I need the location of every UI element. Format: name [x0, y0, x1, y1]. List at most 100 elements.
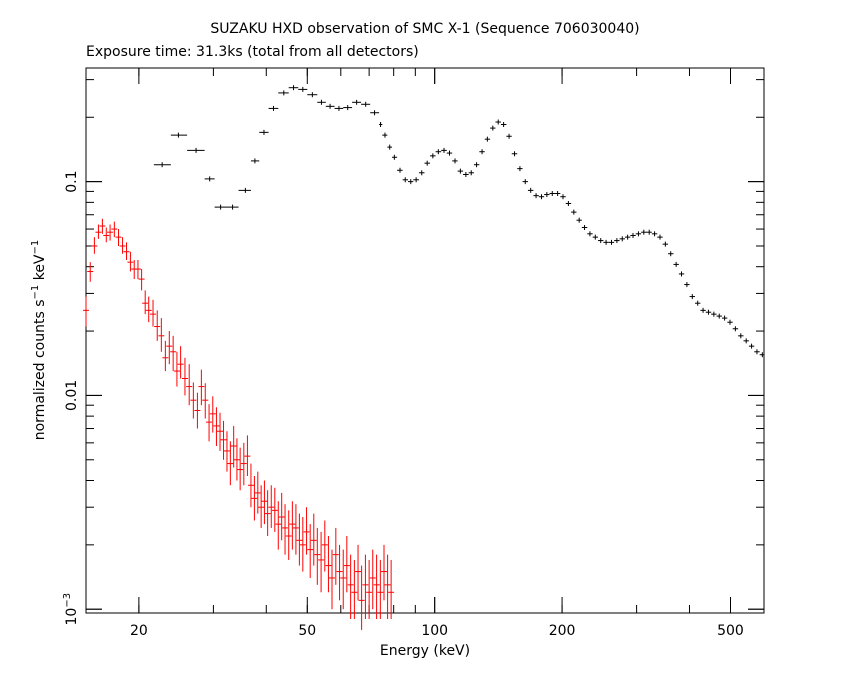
data-point — [138, 269, 145, 291]
series-1 — [83, 218, 395, 630]
data-point — [587, 231, 593, 237]
data-point — [748, 343, 755, 349]
major-ticks — [86, 68, 764, 613]
data-point — [527, 187, 534, 193]
data-point — [382, 132, 388, 138]
data-point — [310, 513, 317, 566]
data-point — [166, 331, 173, 365]
data-point — [278, 90, 289, 96]
data-point — [127, 251, 134, 272]
data-point — [173, 351, 180, 387]
data-point — [373, 554, 380, 619]
data-point — [624, 234, 631, 240]
data-point — [202, 383, 209, 419]
data-point — [247, 463, 254, 508]
data-point — [711, 311, 717, 317]
data-point — [358, 565, 365, 630]
x-tick-label: 200 — [549, 623, 576, 639]
y-axis-label-mid: keV — [32, 254, 48, 285]
data-point — [511, 151, 518, 157]
data-point — [598, 238, 604, 244]
data-point — [307, 524, 314, 578]
data-point — [388, 559, 395, 619]
data-point — [334, 105, 344, 111]
data-point — [468, 170, 474, 176]
data-point — [435, 149, 442, 155]
data-point — [463, 171, 469, 177]
data-point — [554, 190, 561, 196]
data-point — [619, 236, 625, 242]
data-point — [379, 122, 383, 128]
data-point — [351, 559, 358, 619]
data-point — [83, 296, 89, 327]
data-point — [522, 179, 528, 185]
minor-ticks — [86, 68, 765, 613]
data-point — [99, 218, 106, 234]
data-point — [115, 229, 122, 246]
data-point — [646, 229, 652, 235]
data-point — [608, 239, 615, 245]
data-point — [285, 510, 292, 560]
data-point — [727, 319, 733, 325]
data-point — [418, 170, 425, 176]
y-tick-label-base: 0.01 — [64, 380, 80, 411]
data-point — [299, 516, 306, 572]
data-point — [95, 224, 102, 239]
data-point — [198, 369, 205, 406]
data-point — [87, 262, 94, 282]
data-point — [329, 549, 336, 610]
data-point — [244, 435, 251, 476]
data-point — [217, 412, 224, 451]
data-point — [630, 232, 636, 238]
data-point — [153, 162, 171, 168]
data-point — [190, 382, 197, 419]
y-axis-label-main: normalized counts s — [32, 299, 48, 440]
data-point — [705, 309, 712, 315]
data-point — [251, 475, 258, 521]
data-point — [441, 147, 447, 153]
data-point — [187, 147, 205, 153]
data-point — [91, 237, 98, 254]
data-point — [318, 531, 325, 593]
data-point — [397, 167, 403, 173]
data-point — [226, 204, 239, 210]
data-point — [424, 160, 431, 166]
data-point — [571, 209, 577, 215]
y-tick-labels: 0.1 0.01 10−3 — [62, 170, 80, 625]
y-tick-label-exp: −3 — [62, 593, 73, 608]
y-tick-label: 0.1 — [64, 170, 80, 192]
y-axis-label: normalized counts s−1 keV−1 — [30, 240, 48, 441]
data-point — [413, 177, 419, 183]
data-point — [657, 234, 663, 240]
data-point — [743, 338, 749, 344]
data-point — [325, 103, 335, 109]
data-point — [238, 187, 251, 193]
data-point — [694, 300, 701, 306]
data-point — [347, 554, 354, 619]
data-point — [408, 179, 414, 185]
data-point — [209, 396, 216, 433]
data-point — [111, 221, 118, 238]
data-point — [194, 392, 201, 429]
data-point — [303, 507, 310, 555]
data-point — [123, 242, 130, 260]
data-point — [204, 176, 215, 182]
data-point — [261, 480, 268, 525]
data-point — [307, 92, 318, 98]
data-point — [500, 122, 507, 128]
chart-title: SUZAKU HXD observation of SMC X-1 (Seque… — [210, 21, 640, 37]
data-point — [495, 119, 501, 125]
data-point — [206, 404, 213, 442]
data-point — [103, 227, 110, 243]
data-point — [213, 407, 220, 446]
x-tick-label: 20 — [130, 623, 148, 639]
data-point — [738, 333, 744, 339]
data-point — [314, 527, 321, 585]
data-point — [457, 168, 464, 174]
data-point — [271, 487, 278, 532]
data-point — [288, 85, 299, 91]
data-point — [289, 501, 296, 550]
y-tick-label-base: 10 — [64, 608, 80, 626]
data-point — [119, 237, 126, 254]
